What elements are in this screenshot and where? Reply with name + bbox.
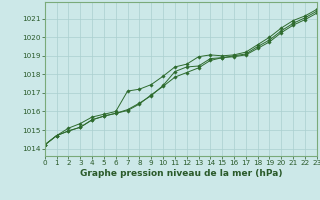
X-axis label: Graphe pression niveau de la mer (hPa): Graphe pression niveau de la mer (hPa)	[80, 169, 282, 178]
